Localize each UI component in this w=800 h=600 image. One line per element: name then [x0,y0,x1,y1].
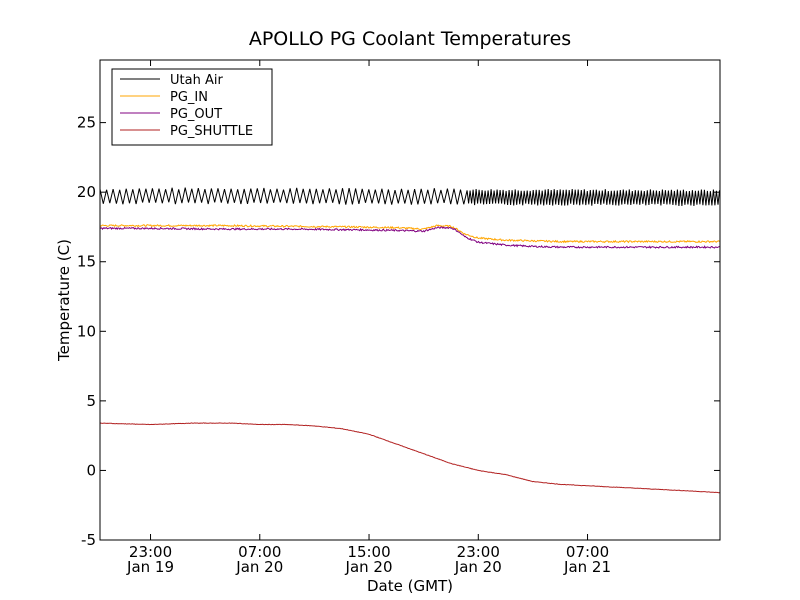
y-tick-label: 10 [77,322,96,340]
plot-frame [99,59,721,541]
y-tick-label: -5 [81,531,96,549]
y-tick-label: 15 [77,253,96,271]
legend: Utah Air PG_IN PG_OUT PG_SHUTTLE [111,68,273,146]
y-axis-label: Temperature (C) [55,239,73,362]
legend-label-utah-air: Utah Air [170,73,223,88]
series-line-utah-air [99,187,720,206]
chart-title: APOLLO PG Coolant Temperatures [249,28,571,50]
x-tick-label-date: Jan 19 [126,558,174,576]
x-axis-label: Date (GMT) [367,577,453,595]
x-tick-label-time: 07:00 [566,543,609,561]
x-tick-label-date: Jan 20 [345,558,393,576]
series-layer [99,187,720,494]
x-tick-label-date: Jan 20 [454,558,502,576]
x-tick-label-time: 23:00 [457,543,500,561]
y-tick-label: 0 [86,461,96,479]
legend-label-pg-in: PG_IN [170,90,208,105]
series-line-pg-out [99,226,720,249]
x-tick-label-time: 23:00 [129,543,172,561]
y-tick-label: 20 [77,183,96,201]
legend-box [111,68,273,146]
x-tick-label-time: 15:00 [347,543,390,561]
legend-label-pg-shuttle: PG_SHUTTLE [170,124,253,139]
x-tick-label-date: Jan 20 [235,558,283,576]
x-tick-label-time: 07:00 [238,543,281,561]
series-line-pg-shuttle [99,422,720,494]
legend-label-pg-out: PG_OUT [170,107,222,122]
series-line-pg-in [99,224,720,244]
y-axis: -5 0 5 10 15 20 25 [77,114,720,549]
y-tick-label: 25 [77,114,96,132]
x-tick-label-date: Jan 21 [563,558,611,576]
y-tick-label: 5 [86,392,96,410]
